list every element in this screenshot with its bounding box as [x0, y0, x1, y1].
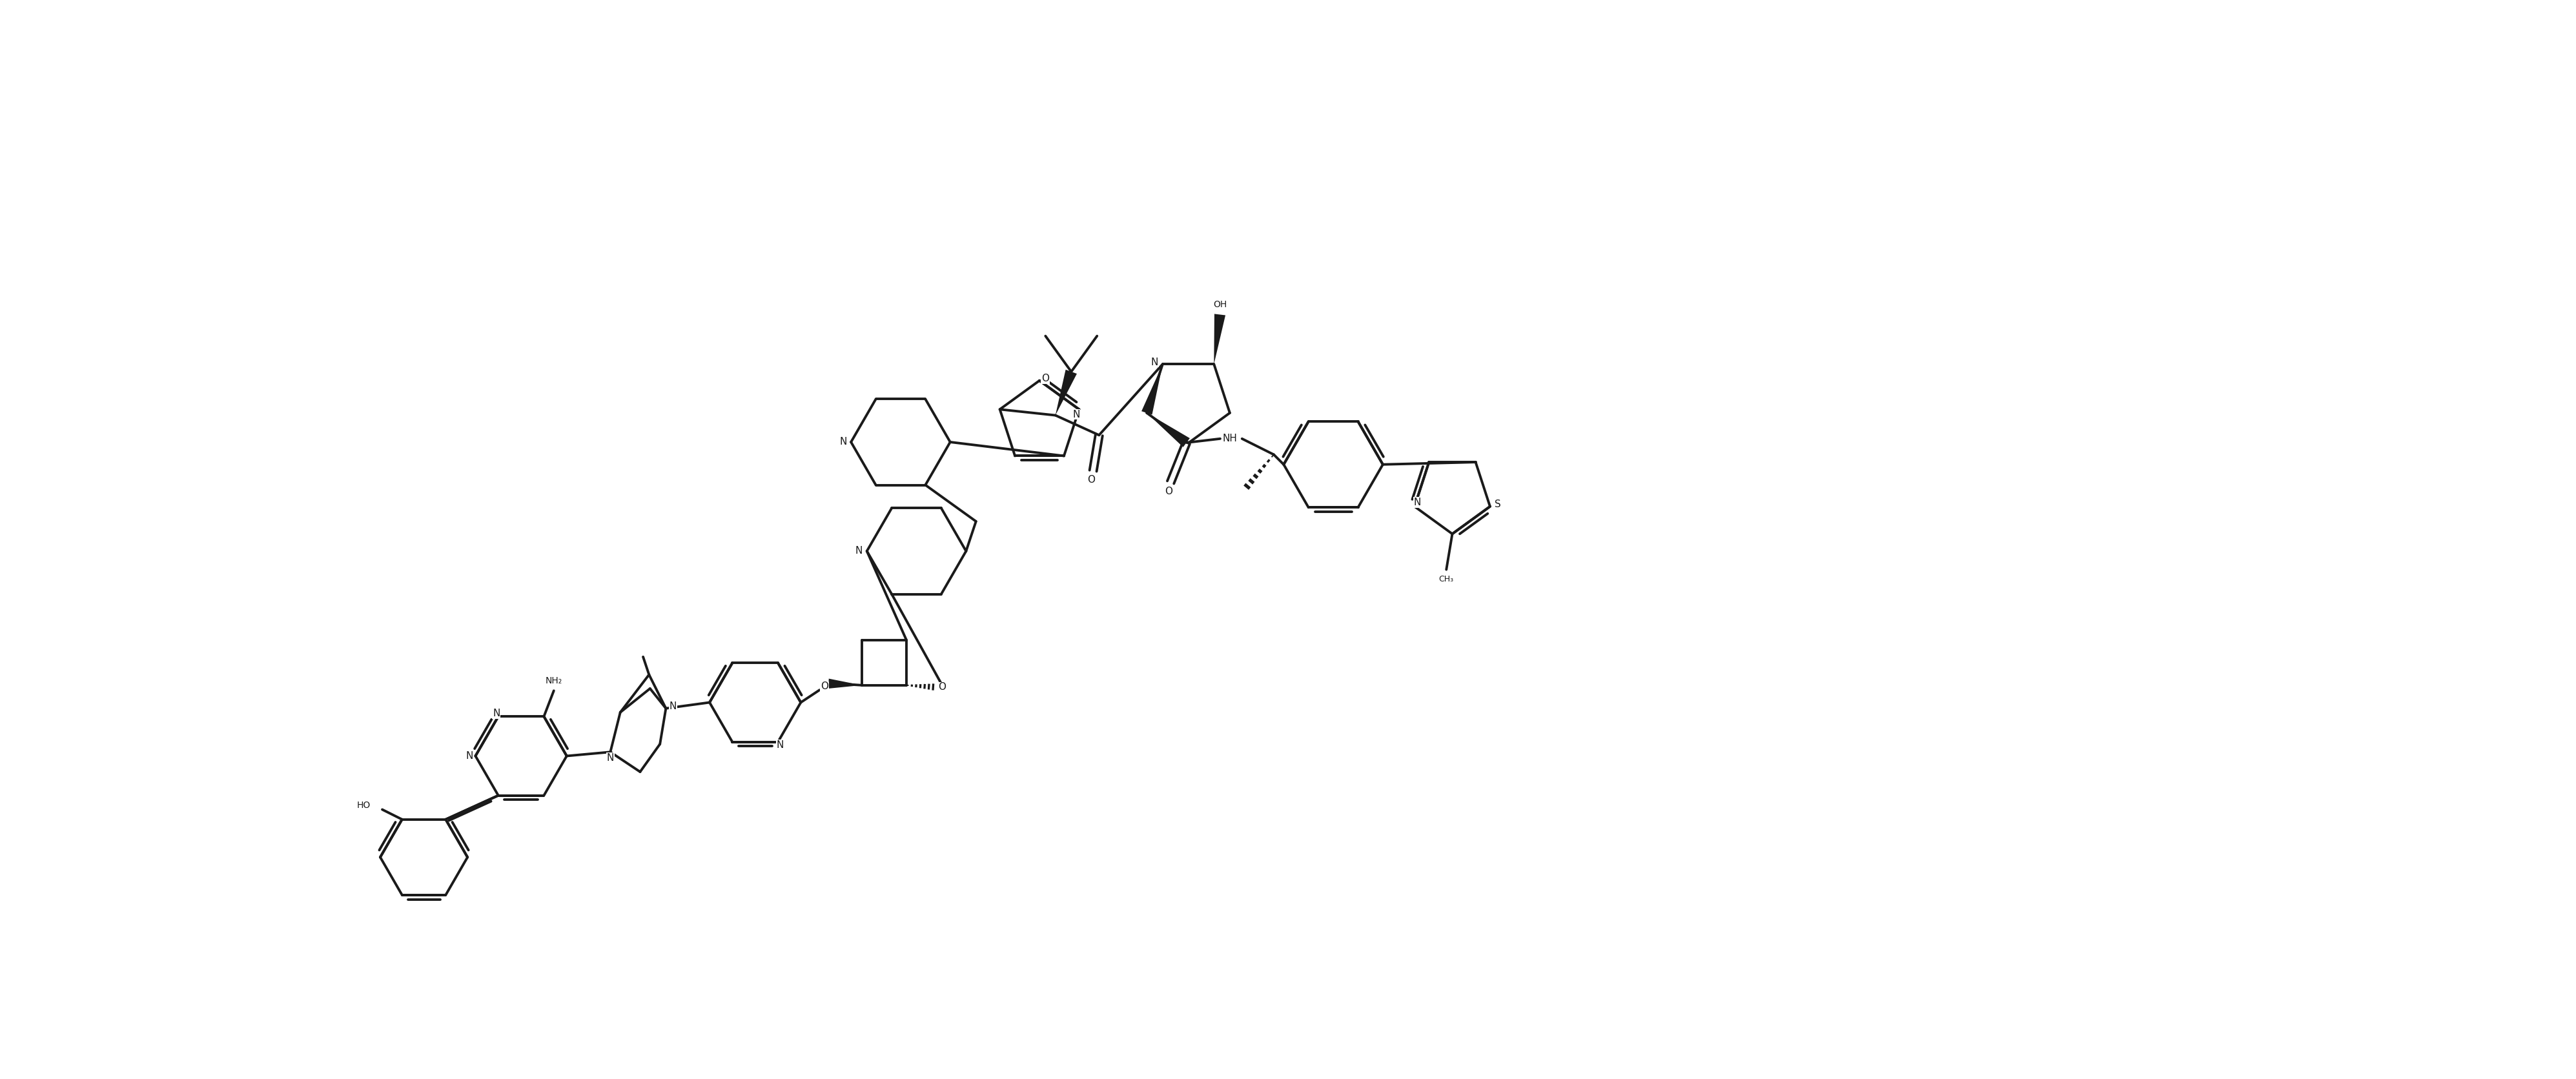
- Polygon shape: [1056, 370, 1077, 415]
- Text: N: N: [466, 751, 474, 761]
- Text: O: O: [1087, 475, 1095, 484]
- Polygon shape: [827, 679, 860, 688]
- Text: NH: NH: [1224, 434, 1236, 443]
- Text: N: N: [1072, 409, 1079, 419]
- Text: HO: HO: [355, 801, 371, 810]
- Text: O: O: [1041, 373, 1048, 383]
- Text: N: N: [855, 546, 863, 556]
- Text: S: S: [1494, 500, 1502, 509]
- Text: CH₃: CH₃: [1437, 575, 1453, 584]
- Text: N: N: [775, 740, 783, 750]
- Text: O: O: [938, 682, 945, 692]
- Text: N: N: [840, 437, 848, 447]
- Text: N: N: [605, 753, 613, 763]
- Text: N: N: [670, 701, 677, 711]
- Text: OH: OH: [1213, 300, 1226, 310]
- Polygon shape: [1146, 413, 1190, 447]
- Polygon shape: [1141, 364, 1162, 414]
- Text: N: N: [492, 709, 500, 719]
- Polygon shape: [1213, 314, 1226, 364]
- Text: O: O: [822, 682, 829, 692]
- Text: N: N: [1151, 357, 1159, 367]
- Text: NH₂: NH₂: [546, 677, 562, 685]
- Text: O: O: [1164, 487, 1172, 496]
- Text: N: N: [1414, 497, 1422, 507]
